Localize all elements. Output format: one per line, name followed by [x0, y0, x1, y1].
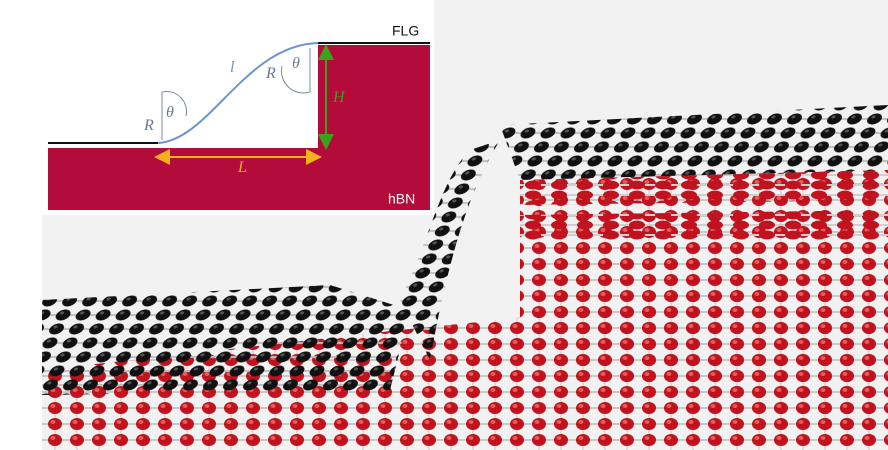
flg-label: FLG — [392, 23, 419, 39]
length-label: L — [237, 159, 247, 176]
theta-label: θ — [166, 104, 174, 121]
radius-label: R — [143, 117, 154, 134]
hbn-layer — [520, 210, 888, 240]
radius-label: R — [265, 65, 276, 82]
height-label: H — [332, 89, 346, 106]
flg-lower — [42, 285, 410, 395]
hbn-label: hBN — [388, 191, 415, 207]
theta-label: θ — [292, 55, 300, 72]
arc-length-label: l — [230, 59, 235, 76]
figure: FLG hBN R θ l R θ H L — [0, 0, 888, 450]
